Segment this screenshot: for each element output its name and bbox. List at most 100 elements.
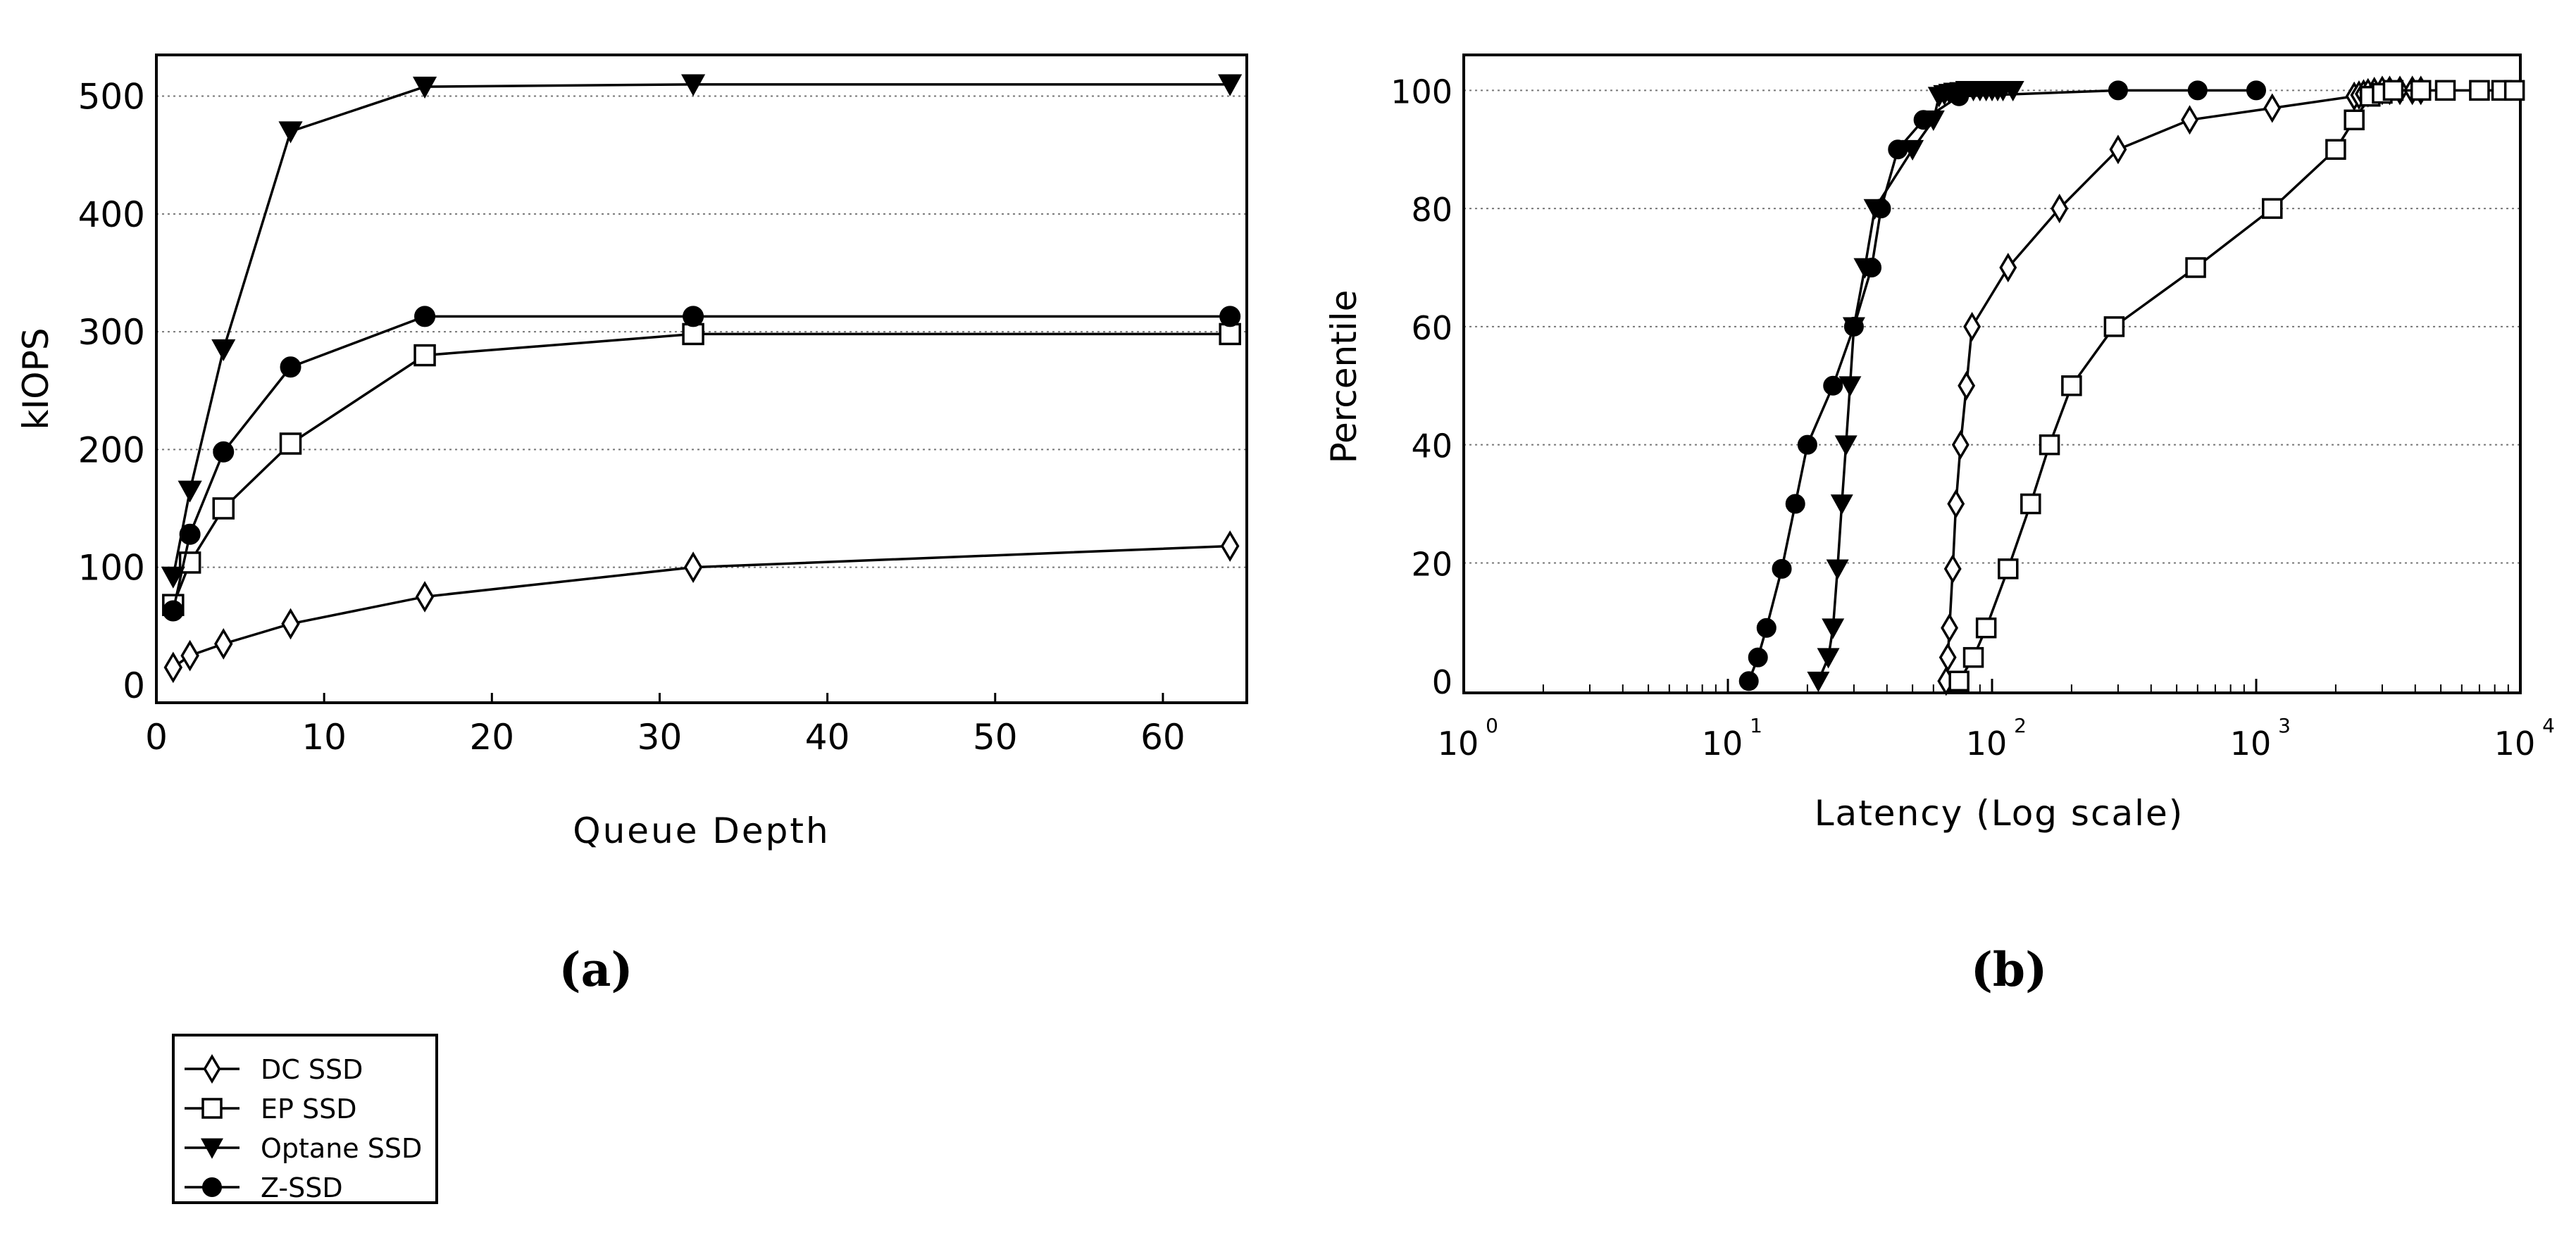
panel-a-series-optane-ssd [161, 74, 1243, 589]
panel-b-point-ep-ssd [2185, 257, 2206, 278]
panel-b-x-tick-exponent: 0 [1486, 714, 1498, 737]
panel-a-x-tick-label: 50 [973, 717, 1018, 758]
panel-b-point-optane-ssd [1826, 559, 1849, 580]
panel-a-point-ep-ssd [212, 497, 235, 520]
panel-a-series-z-ssd [162, 306, 1241, 622]
panel-b-x-tick-exponent: 4 [2542, 714, 2555, 737]
panel-a-point-ep-ssd [1219, 322, 1241, 346]
legend-item-z-ssd: Z-SSD [185, 1172, 343, 1203]
panel-b-series-ep-ssd [1948, 80, 2525, 691]
panel-b-point-z-ssd [1888, 139, 1908, 160]
panel-b-y-tick-label: 100 [1390, 73, 1452, 111]
panel-a-point-z-ssd [414, 306, 436, 327]
panel-b-point-z-ssd [1823, 375, 1843, 396]
panel-b-y-tick-label: 0 [1432, 663, 1452, 701]
panel-a-point-ep-ssd [413, 344, 436, 367]
panel-b-point-z-ssd [1843, 316, 1864, 337]
panel-a-gridlines [156, 95, 1247, 568]
legend-label: EP SSD [261, 1094, 357, 1125]
panel-b-point-optane-ssd [1822, 618, 1845, 639]
panel-b-point-ep-ssd [1948, 670, 1970, 691]
panel-b-point-z-ssd [1756, 618, 1777, 638]
panel-b-point-ep-ssd [2325, 139, 2346, 160]
panel-b-point-z-ssd [1913, 110, 1934, 130]
panel-a-point-optane-ssd [278, 121, 303, 144]
panel-b-x-tick-exponent: 2 [2014, 714, 2027, 737]
legend-label: Z-SSD [261, 1172, 343, 1203]
panel-b-y-tick-label: 60 [1411, 309, 1452, 347]
panel-b-point-ep-ssd [2503, 80, 2525, 101]
panel-a-y-tick-label: 0 [123, 665, 145, 706]
panel-b-x-tick-exponent: 3 [2278, 714, 2291, 737]
panel-b-point-dc-ssd [2263, 93, 2282, 123]
panel-b-point-z-ssd [1862, 258, 1882, 277]
panel-b-point-ep-ssd [2382, 80, 2404, 101]
panel-a-point-dc-ssd [1220, 530, 1240, 562]
panel-b-y-tick-label: 20 [1411, 545, 1452, 583]
panel-b-point-ep-ssd [2020, 493, 2041, 515]
panel-a-series [161, 74, 1243, 684]
panel-a-point-dc-ssd [683, 551, 703, 583]
legend: DC SSD EP SSD Optane SSD Z-SSD [172, 1034, 438, 1204]
panel-a-plot-frame [155, 54, 1248, 704]
panel-a-y-tick-label: 400 [78, 194, 145, 235]
legend-marker-dc-ssd [203, 1054, 221, 1084]
panel-a-x-tick-label: 0 [145, 717, 168, 758]
panel-b-x-tick-exponent: 1 [1750, 714, 1762, 737]
panel-b-point-ep-ssd [2061, 375, 2082, 396]
panel-a-point-dc-ssd [281, 608, 300, 640]
panel-b-line-z-ssd [1748, 89, 2256, 682]
panel-a-point-z-ssd [162, 600, 184, 622]
panel-b-x-tick-label: 10 [2230, 725, 2272, 763]
panel-a-point-optane-ssd [1218, 74, 1243, 96]
panel-b-x-tick-label: 10 [1966, 725, 2008, 763]
panel-b-point-ep-ssd [2262, 198, 2283, 219]
panel-b-point-dc-ssd [2109, 134, 2127, 165]
panel-a-x-axis-label: Queue Depth [573, 810, 830, 851]
panel-b-point-ep-ssd [2039, 434, 2060, 456]
panel-b-point-dc-ssd [1958, 370, 1976, 401]
panel-b-caption: (b) [1971, 942, 2048, 997]
panel-a-point-dc-ssd [415, 581, 435, 613]
panel-b-point-dc-ssd [2181, 105, 2199, 135]
panel-b-point-optane-ssd [1830, 494, 1853, 515]
panel-b-point-dc-ssd [1947, 489, 1965, 519]
panel-b-point-z-ssd [2246, 80, 2266, 101]
panel-a-point-optane-ssd [681, 74, 706, 96]
panel-a-point-optane-ssd [412, 76, 437, 99]
panel-b-point-z-ssd [1738, 671, 1759, 691]
panel-b-point-optane-ssd [1838, 376, 1862, 397]
legend-marker-ep-ssd [201, 1098, 223, 1119]
panel-a-y-tick-label: 100 [78, 548, 145, 589]
panel-b-x-tick-label: 10 [2494, 725, 2536, 763]
panel-a-x-tick-label: 60 [1140, 717, 1186, 758]
panel-b-point-ep-ssd [1998, 558, 2019, 580]
panel-b-series-z-ssd [1738, 80, 2266, 691]
panel-a-tick-labels: 0 100 200 300 400 500 0 10 20 30 40 50 60 [78, 77, 1186, 758]
panel-a-point-dc-ssd [180, 639, 199, 672]
panel-a-x-tick-label: 40 [805, 717, 850, 758]
panel-b-point-ep-ssd [2469, 80, 2490, 101]
panel-b-point-dc-ssd [1963, 311, 1981, 342]
legend-item-dc-ssd: DC SSD [185, 1054, 363, 1085]
panel-b-x-tick-label: 10 [1438, 725, 1479, 763]
legend-label: DC SSD [261, 1054, 363, 1085]
panel-a-y-tick-label: 500 [78, 77, 145, 118]
legend-item-ep-ssd: EP SSD [185, 1094, 357, 1125]
panel-b-point-dc-ssd [1951, 430, 1970, 460]
legend-label: Optane SSD [261, 1133, 422, 1164]
panel-a-chart: 0 100 200 300 400 500 0 10 20 30 40 50 60 Queue Dept… [15, 54, 1248, 997]
panel-a-x-tick-label: 30 [637, 717, 683, 758]
panel-b-point-ep-ssd [2344, 109, 2365, 131]
panel-a-point-z-ssd [179, 523, 201, 545]
panel-b-point-ep-ssd [2410, 80, 2432, 101]
panel-a-caption: (a) [559, 942, 633, 997]
panel-a-point-dc-ssd [214, 628, 233, 660]
panel-b-point-optane-ssd [1807, 671, 1830, 692]
panel-a-point-ep-ssd [279, 432, 302, 455]
legend-item-optane-ssd: Optane SSD [185, 1133, 422, 1164]
panel-b-log-minor-ticks [1542, 684, 2509, 693]
legend-marker-z-ssd [202, 1177, 222, 1197]
panel-b-point-z-ssd [1949, 86, 1970, 106]
